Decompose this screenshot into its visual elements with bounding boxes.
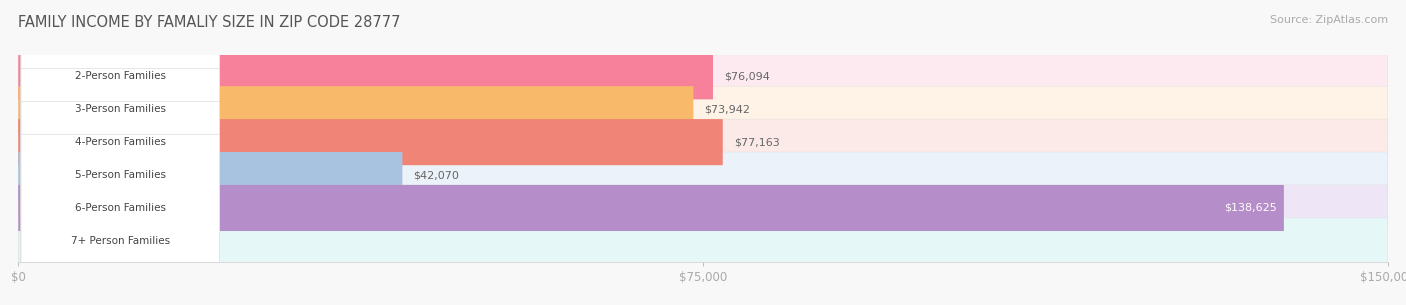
FancyBboxPatch shape	[18, 152, 1388, 198]
FancyBboxPatch shape	[18, 86, 1388, 132]
FancyBboxPatch shape	[18, 119, 723, 165]
Text: $76,094: $76,094	[724, 71, 770, 81]
FancyBboxPatch shape	[18, 152, 402, 198]
FancyBboxPatch shape	[21, 36, 219, 249]
FancyBboxPatch shape	[21, 68, 219, 282]
Text: 4-Person Families: 4-Person Families	[75, 137, 166, 147]
FancyBboxPatch shape	[21, 3, 219, 216]
Text: $0: $0	[30, 236, 44, 246]
Text: 3-Person Families: 3-Person Families	[75, 104, 166, 114]
FancyBboxPatch shape	[18, 185, 1284, 231]
Text: $138,625: $138,625	[1225, 203, 1277, 213]
FancyBboxPatch shape	[18, 218, 1388, 264]
FancyBboxPatch shape	[18, 86, 693, 132]
Text: FAMILY INCOME BY FAMALIY SIZE IN ZIP CODE 28777: FAMILY INCOME BY FAMALIY SIZE IN ZIP COD…	[18, 15, 401, 30]
Text: $42,070: $42,070	[413, 170, 460, 180]
FancyBboxPatch shape	[21, 0, 219, 183]
Text: $73,942: $73,942	[704, 104, 751, 114]
FancyBboxPatch shape	[18, 53, 1388, 99]
FancyBboxPatch shape	[21, 134, 219, 305]
Text: 6-Person Families: 6-Person Families	[75, 203, 166, 213]
FancyBboxPatch shape	[21, 101, 219, 305]
FancyBboxPatch shape	[18, 119, 1388, 165]
Text: 5-Person Families: 5-Person Families	[75, 170, 166, 180]
Text: Source: ZipAtlas.com: Source: ZipAtlas.com	[1270, 15, 1388, 25]
Text: 2-Person Families: 2-Person Families	[75, 71, 166, 81]
Text: $77,163: $77,163	[734, 137, 779, 147]
FancyBboxPatch shape	[18, 53, 713, 99]
FancyBboxPatch shape	[18, 185, 1388, 231]
Text: 7+ Person Families: 7+ Person Families	[70, 236, 170, 246]
